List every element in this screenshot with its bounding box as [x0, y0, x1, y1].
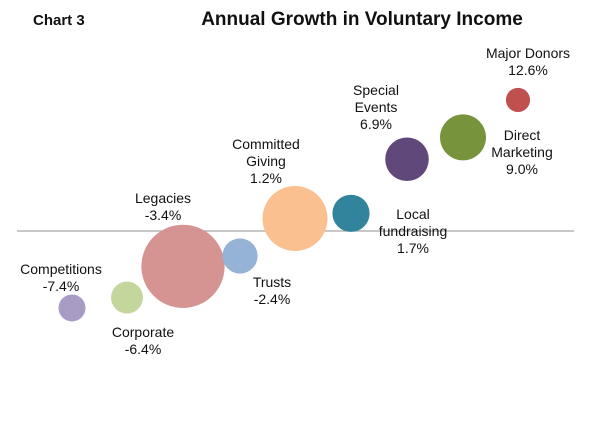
bubble-corporate: [111, 281, 143, 314]
labels-group: Competitions -7.4%Corporate -6.4%Legacies -…: [20, 45, 570, 357]
data-label-line: Major Donors: [486, 45, 570, 61]
bubble-competitions: [58, 294, 86, 322]
data-label-line: -3.4%: [145, 207, 182, 223]
data-label-corporate: Corporate -6.4%: [112, 324, 174, 357]
data-label-line: Competitions: [20, 261, 102, 277]
bubble-direct-marketing: [440, 114, 486, 161]
data-label-line: fundraising: [379, 223, 448, 239]
data-label-major-donors: Major Donors 12.6%: [486, 45, 570, 78]
data-label-legacies: Legacies -3.4%: [135, 190, 191, 223]
data-label-line: 1.2%: [250, 170, 282, 186]
bubble-special-events: [385, 137, 429, 182]
data-label-line: Events: [355, 99, 398, 115]
bubble-committed-giving: [262, 186, 328, 252]
data-label-trusts: Trusts -2.4%: [253, 274, 291, 307]
data-label-line: Committed: [232, 136, 300, 152]
chart-number: Chart 3: [33, 12, 85, 29]
data-label-local-fundraising: Local fundraising 1.7%: [379, 206, 448, 256]
data-label-line: Trusts: [253, 274, 291, 290]
chart-title: Annual Growth in Voluntary Income: [201, 9, 523, 30]
data-label-direct-marketing: Direct Marketing 9.0%: [491, 127, 552, 177]
data-label-line: 9.0%: [506, 161, 538, 177]
data-label-line: Corporate: [112, 324, 174, 340]
data-label-line: Marketing: [491, 144, 552, 160]
data-label-line: 6.9%: [360, 116, 392, 132]
data-label-line: 1.7%: [397, 240, 429, 256]
data-label-line: -7.4%: [43, 278, 80, 294]
bubble-major-donors: [505, 87, 531, 113]
bubble-trusts: [222, 238, 258, 274]
data-label-line: Giving: [246, 153, 286, 169]
data-label-special-events: Special Events 6.9%: [353, 82, 399, 132]
data-label-line: Special: [353, 82, 399, 98]
data-label-line: Legacies: [135, 190, 191, 206]
data-label-line: Local: [396, 206, 429, 222]
bubble-legacies: [141, 224, 225, 308]
data-label-line: Direct: [504, 127, 541, 143]
data-label-line: -2.4%: [254, 291, 291, 307]
data-label-committed-giving: Committed Giving 1.2%: [232, 136, 300, 186]
data-label-line: 12.6%: [508, 62, 548, 78]
bubble-local-fundraising: [332, 194, 370, 232]
data-label-line: -6.4%: [125, 341, 162, 357]
data-label-competitions: Competitions -7.4%: [20, 261, 102, 294]
bubbles-group: [58, 87, 531, 322]
